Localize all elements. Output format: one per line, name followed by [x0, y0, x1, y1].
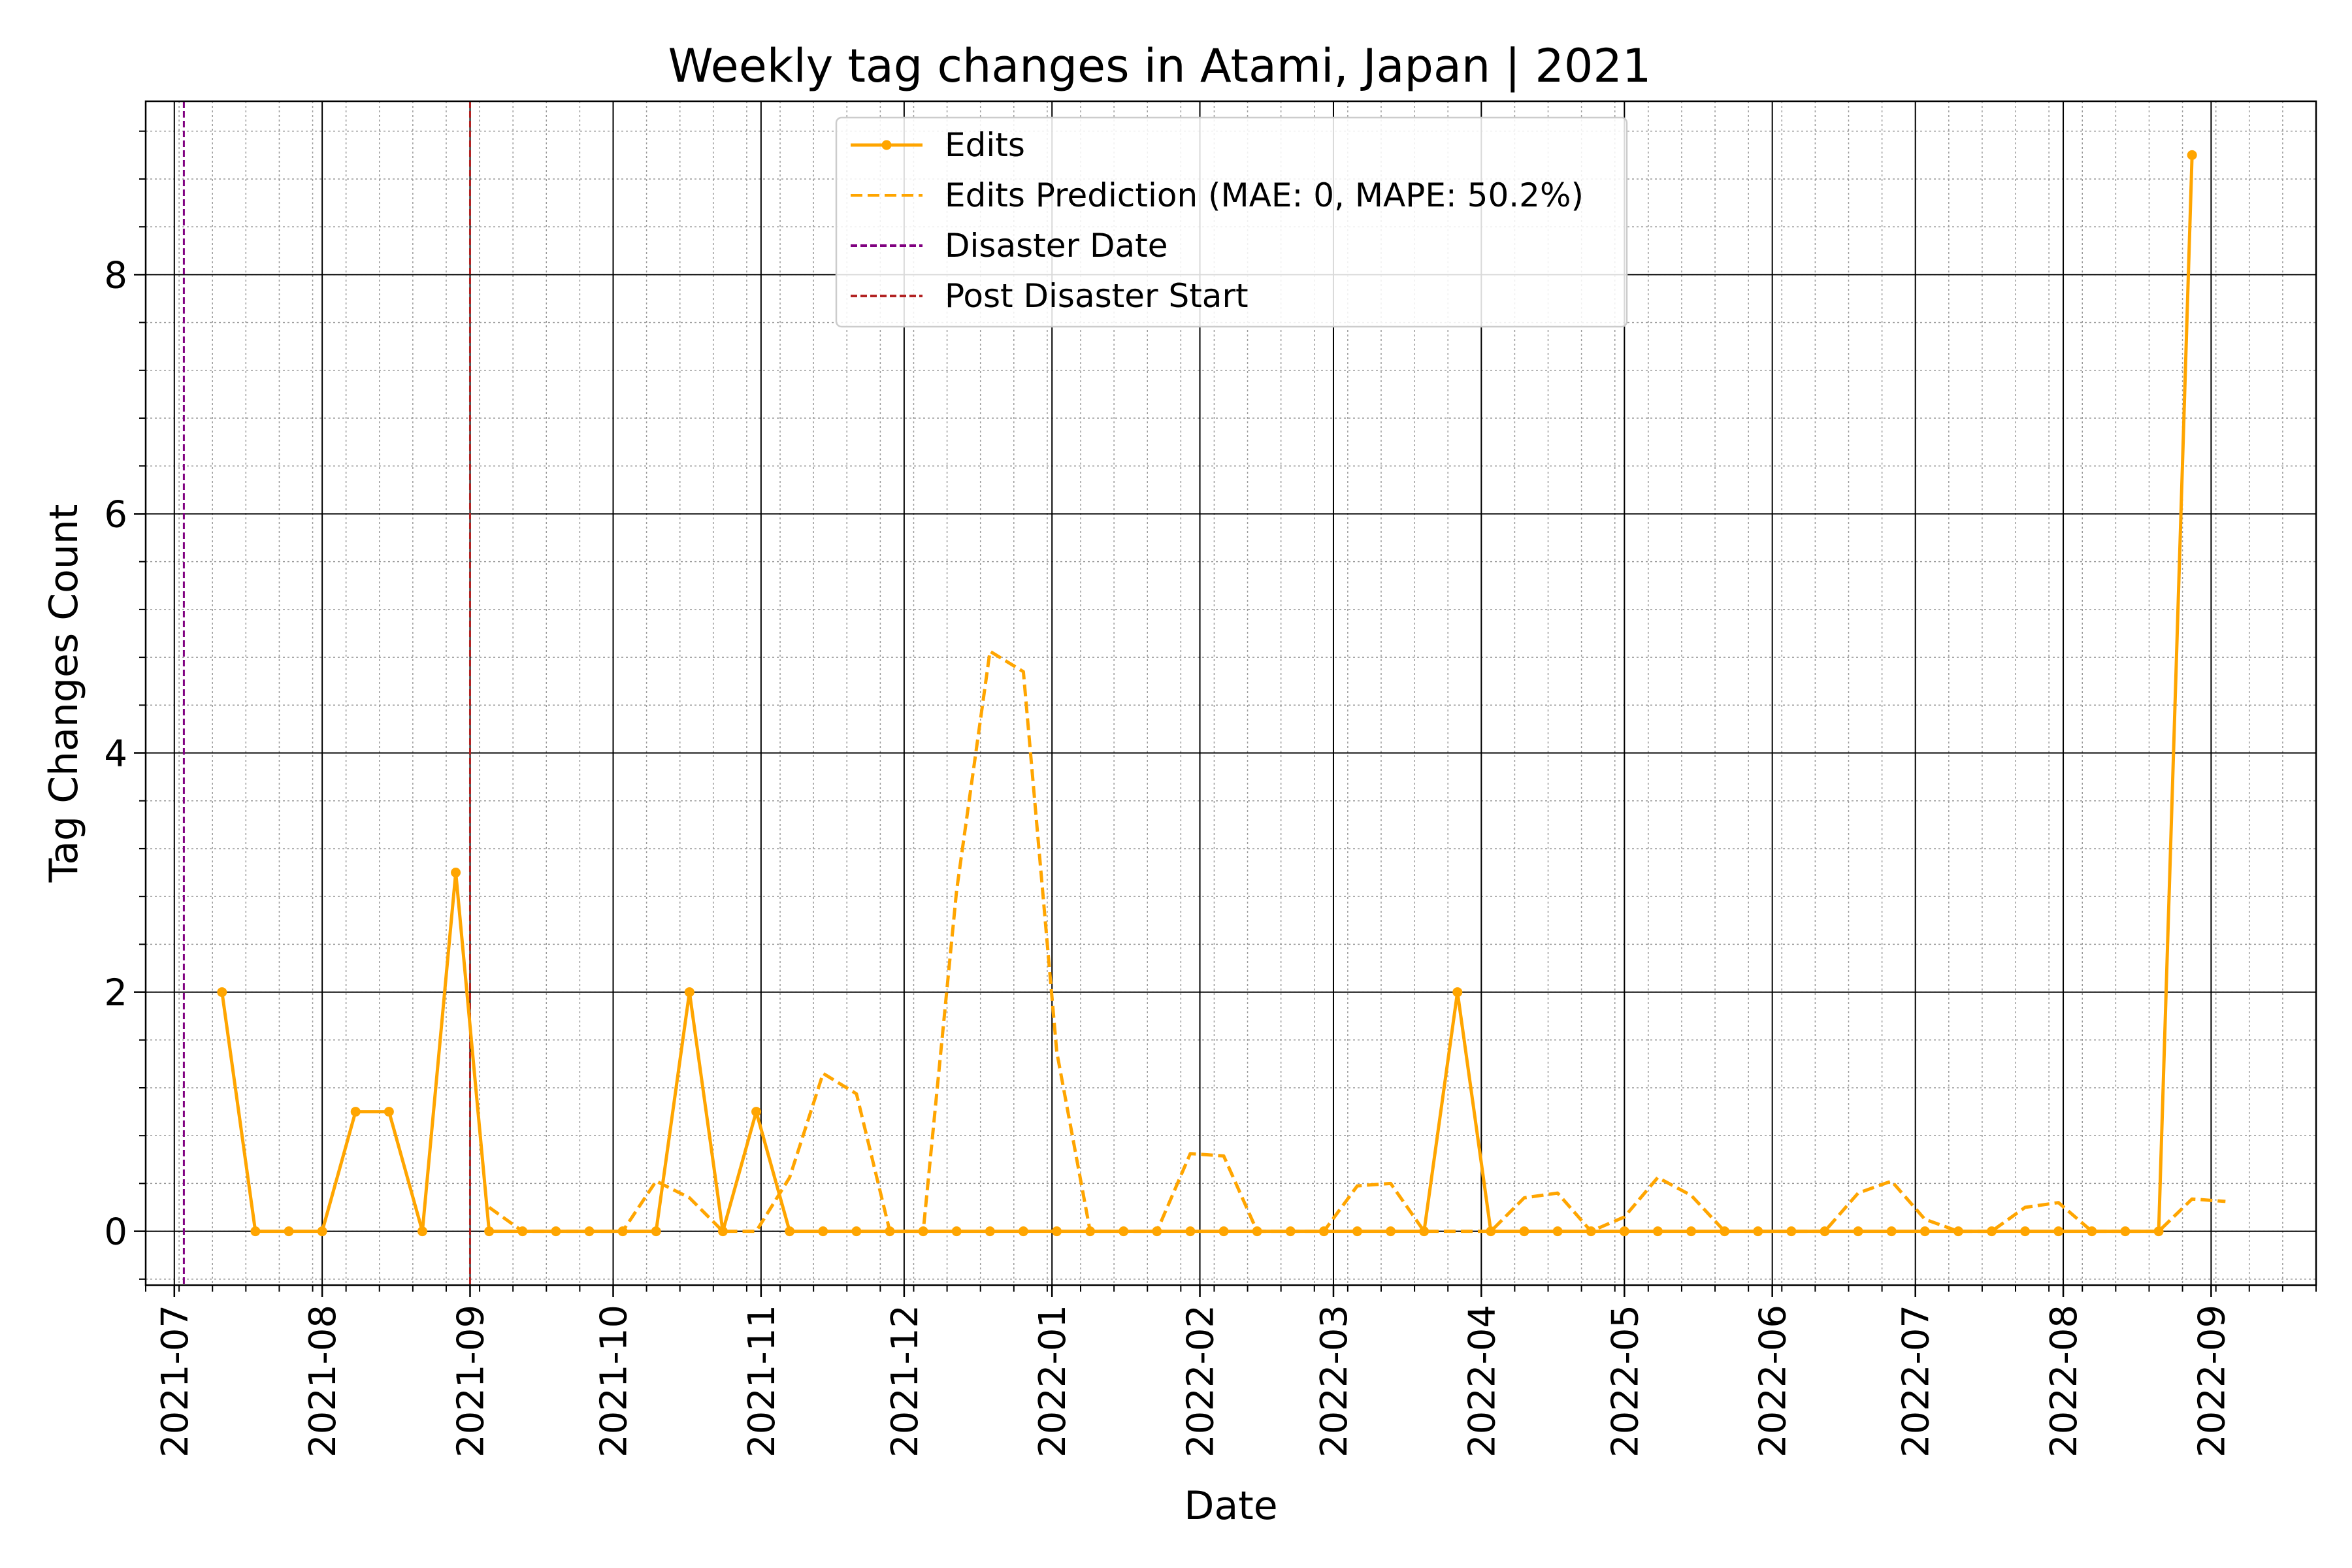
- edits-point: [250, 1226, 261, 1237]
- edits-point: [985, 1226, 995, 1237]
- x-tick-label: 2021-11: [741, 1305, 783, 1458]
- chart-title: Weekly tag changes in Atami, Japan | 202…: [668, 39, 1652, 93]
- x-tick-label: 2022-07: [1895, 1305, 1938, 1458]
- edits-point: [2153, 1226, 2164, 1237]
- x-tick-label: 2022-05: [1604, 1305, 1646, 1458]
- x-tick-label: 2022-04: [1461, 1305, 1503, 1458]
- legend-label: Edits Prediction (MAE: 0, MAPE: 50.2%): [945, 176, 1584, 214]
- legend-marker: [881, 140, 892, 150]
- edits-point: [2020, 1226, 2031, 1237]
- edits-point: [1886, 1226, 1897, 1237]
- y-axis-label: Tag Changes Count: [41, 504, 87, 883]
- x-tick-label: 2021-12: [884, 1305, 926, 1458]
- edits-point: [451, 868, 461, 878]
- x-tick-label: 2022-08: [2043, 1305, 2085, 1458]
- edits-point: [1386, 1226, 1396, 1237]
- edits-point: [1786, 1226, 1797, 1237]
- x-tick-label: 2022-01: [1032, 1305, 1074, 1458]
- edits-point: [217, 987, 227, 998]
- plot-frame: [144, 100, 2317, 1286]
- legend-label: Disaster Date: [945, 227, 1168, 265]
- prediction-line: [488, 649, 2226, 1233]
- reference-lines: [182, 101, 471, 1285]
- x-tick-label: 2022-09: [2191, 1305, 2233, 1458]
- edits-point: [818, 1226, 828, 1237]
- edits-point: [1519, 1226, 1529, 1237]
- x-axis-label: Date: [1184, 1483, 1277, 1529]
- edits-point: [1619, 1226, 1629, 1237]
- edits-point: [384, 1107, 394, 1117]
- edits-point: [1452, 987, 1463, 998]
- x-tick-label: 2021-08: [302, 1305, 344, 1458]
- legend-label: Edits: [945, 126, 1025, 164]
- axis-ticks: 2021-07 2021-08 2021-09 2021-10 2021-11 2021-…: [104, 130, 2317, 1458]
- edits-point: [1652, 1226, 1663, 1237]
- major-grid: [146, 101, 2316, 1285]
- x-tick-label: 2021-09: [449, 1305, 492, 1458]
- y-tick-label: 0: [104, 1211, 127, 1254]
- x-tick-label: 2021-10: [593, 1305, 636, 1458]
- y-tick-label: 8: [104, 254, 127, 297]
- edits-point: [1218, 1226, 1229, 1237]
- x-tick-label: 2022-06: [1752, 1305, 1795, 1458]
- edits-point: [851, 1226, 862, 1237]
- edits-point: [284, 1226, 294, 1237]
- edits-point: [751, 1107, 762, 1117]
- x-tick-label: 2022-03: [1313, 1305, 1356, 1458]
- edits-point: [1052, 1226, 1062, 1237]
- series-layer: [217, 150, 2226, 1237]
- edits-point: [785, 1226, 795, 1237]
- x-tick-label: 2022-02: [1180, 1305, 1222, 1458]
- edits-point: [350, 1107, 361, 1117]
- edits-point: [1185, 1226, 1196, 1237]
- edits-point: [651, 1226, 661, 1237]
- edits-point: [1919, 1226, 1930, 1237]
- edits-point: [1686, 1226, 1697, 1237]
- edits-point: [684, 987, 694, 998]
- legend-label: Post Disaster Start: [945, 277, 1249, 315]
- edits-point: [484, 1226, 495, 1237]
- edits-point: [2120, 1226, 2131, 1237]
- legend-box: [835, 116, 1628, 328]
- y-tick-label: 4: [104, 733, 127, 776]
- edits-point: [417, 1226, 427, 1237]
- edits-point: [1486, 1226, 1496, 1237]
- edits-point: [1820, 1226, 1830, 1237]
- edits-point: [1352, 1226, 1362, 1237]
- edits-point: [317, 1226, 327, 1237]
- legend: Edits Edits Prediction (MAE: 0, MAPE: 50.…: [835, 116, 1628, 328]
- edits-point: [1552, 1226, 1563, 1237]
- x-tick-label: 2021-07: [154, 1305, 197, 1458]
- edits-point: [951, 1226, 962, 1237]
- edits-point: [1853, 1226, 1863, 1237]
- edits-point: [1018, 1226, 1028, 1237]
- y-tick-label: 2: [104, 972, 127, 1015]
- y-tick-label: 6: [104, 493, 127, 536]
- edits-point: [2187, 150, 2197, 160]
- edits-point: [1753, 1226, 1763, 1237]
- edits-point: [2053, 1226, 2064, 1237]
